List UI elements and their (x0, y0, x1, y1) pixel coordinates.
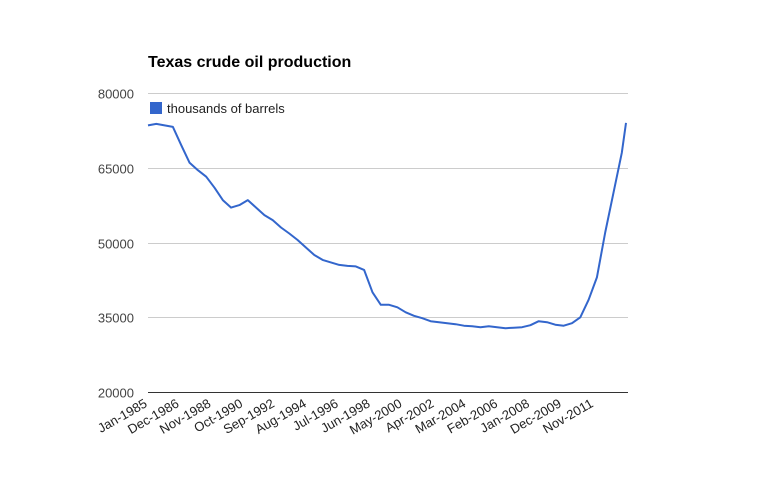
y-axis-ticks: 80000 65000 50000 35000 20000 (98, 87, 134, 401)
gridlines (148, 93, 628, 393)
legend-label: thousands of barrels (167, 101, 285, 116)
legend-swatch (150, 102, 162, 114)
series-line (147, 122, 627, 330)
y-tick-label: 65000 (98, 162, 134, 177)
x-axis-ticks: Jan-1985Dec-1986Nov-1988Oct-1990Sep-1992… (95, 396, 596, 438)
y-tick-label: 35000 (98, 311, 134, 326)
series-group (147, 122, 627, 330)
y-tick-label: 80000 (98, 87, 134, 102)
legend: thousands of barrels (150, 101, 285, 116)
y-tick-label: 50000 (98, 237, 134, 252)
chart-title: Texas crude oil production (148, 54, 351, 71)
y-tick-label: 20000 (98, 386, 134, 401)
